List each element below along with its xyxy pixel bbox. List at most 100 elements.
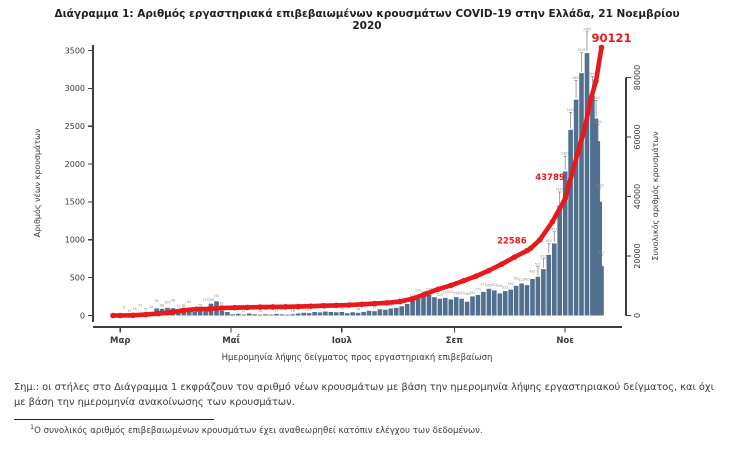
daily-cases-bar bbox=[568, 129, 573, 316]
daily-cases-bar bbox=[459, 298, 464, 316]
bar-value-label: 33 bbox=[138, 304, 142, 308]
daily-cases-bar bbox=[584, 53, 590, 316]
right-axis-tick-label: 0 bbox=[633, 313, 642, 318]
daily-cases-bar bbox=[552, 243, 557, 316]
daily-cases-bar bbox=[497, 293, 503, 316]
x-axis-tick-label: Ιουλ bbox=[332, 336, 353, 346]
bar-value-label: 102 bbox=[164, 300, 170, 304]
cumulative-line-marker bbox=[575, 149, 581, 156]
cumulative-line-marker bbox=[435, 286, 441, 293]
left-axis-tick-label: 2500 bbox=[65, 122, 85, 131]
cumulative-line-marker bbox=[511, 254, 518, 260]
bar-value-label: 232 bbox=[415, 288, 421, 292]
bar-value-label: 2452 bbox=[567, 108, 575, 112]
covid-cases-chart: 8101633354294881029672628248581121561876… bbox=[32, 27, 660, 363]
daily-cases-bar bbox=[470, 296, 475, 316]
daily-cases-bar bbox=[573, 99, 579, 316]
daily-cases-bar bbox=[388, 308, 394, 316]
daily-cases-bar bbox=[437, 298, 443, 316]
annotation-total-cases: 90121 bbox=[591, 31, 631, 45]
daily-cases-bar bbox=[481, 291, 486, 316]
right-axis-tick-label: 20000 bbox=[633, 243, 642, 268]
daily-cases-bar bbox=[279, 314, 285, 316]
bar-value-label: 3202 bbox=[577, 48, 585, 52]
bar-value-label: 402 bbox=[524, 278, 530, 282]
cumulative-line-marker bbox=[536, 237, 543, 243]
cumulative-line-marker bbox=[117, 312, 123, 319]
cumulative-line-marker bbox=[282, 304, 289, 310]
daily-cases-bar bbox=[579, 73, 584, 316]
bar-value-label: 222 bbox=[459, 291, 465, 295]
bar-value-label: 252 bbox=[469, 291, 475, 295]
daily-cases-bar bbox=[339, 312, 345, 316]
cumulative-line-marker bbox=[308, 303, 314, 310]
daily-cases-bar bbox=[361, 311, 366, 316]
cumulative-line-marker bbox=[460, 278, 467, 284]
x-axis-tick-label: Μαΐ bbox=[222, 334, 240, 346]
bar-value-label: 2902 bbox=[588, 72, 596, 76]
daily-cases-bar bbox=[404, 304, 410, 316]
daily-cases-bar bbox=[597, 201, 602, 316]
bar-value-label: 72 bbox=[176, 305, 180, 309]
bar-value-label: 332 bbox=[491, 283, 497, 287]
daily-cases-bar bbox=[317, 312, 323, 316]
bar-value-label: 2602 bbox=[592, 96, 600, 100]
daily-cases-bar bbox=[219, 310, 225, 316]
x-axis-tick-label: Μαρ bbox=[110, 336, 130, 346]
bar-value-label: 35 bbox=[144, 307, 148, 311]
cumulative-line-marker bbox=[527, 245, 534, 252]
bar-value-label: 12 bbox=[242, 309, 246, 313]
bar-value-label: 352 bbox=[486, 283, 492, 287]
bar-value-label: 62 bbox=[220, 301, 224, 305]
daily-cases-bar bbox=[323, 311, 328, 316]
daily-cases-bar bbox=[241, 314, 246, 316]
daily-cases-bar bbox=[334, 312, 339, 316]
x-axis-tick-label: Νοε bbox=[556, 336, 574, 346]
cumulative-line-marker bbox=[244, 304, 251, 311]
bar-value-label: 222 bbox=[437, 293, 443, 297]
bar-value-label: 212 bbox=[448, 290, 454, 294]
bar-value-label: 272 bbox=[426, 287, 432, 291]
cumulative-line-marker bbox=[371, 300, 378, 307]
daily-cases-bar bbox=[312, 312, 317, 316]
left-axis-tick-label: 0 bbox=[80, 311, 85, 320]
cumulative-line-marker bbox=[566, 182, 572, 188]
x-axis-title: Ημερομηνία λήψης δείγματος προς εργαστηρ… bbox=[222, 353, 493, 363]
bar-value-label: 16 bbox=[291, 309, 295, 313]
cumulative-line-marker bbox=[422, 291, 429, 297]
bar-value-label: 21 bbox=[274, 308, 278, 312]
cumulative-line-marker bbox=[587, 97, 594, 103]
daily-cases-bar bbox=[524, 285, 530, 316]
bar-value-label: 31 bbox=[345, 306, 349, 310]
cumulative-line-marker bbox=[206, 306, 212, 312]
bar-value-label: 272 bbox=[475, 287, 481, 291]
daily-cases-bar bbox=[181, 310, 187, 316]
bar-value-label: 31 bbox=[307, 308, 311, 312]
bar-value-label: 112 bbox=[203, 298, 209, 302]
annotation-milestone: 22586 bbox=[497, 236, 527, 246]
daily-cases-bar bbox=[410, 301, 415, 316]
chart-title: Διάγραμμα 1: Αριθμός εργαστηριακά επιβεβ… bbox=[54, 8, 680, 32]
daily-cases-bar bbox=[535, 276, 541, 316]
right-axis-tick-label: 80000 bbox=[633, 65, 642, 90]
cumulative-line-marker bbox=[498, 261, 505, 268]
left-axis-tick-label: 500 bbox=[70, 273, 85, 282]
bar-value-label: 232 bbox=[442, 290, 448, 294]
bar-value-label: 1902 bbox=[561, 152, 569, 156]
daily-cases-bar bbox=[562, 171, 568, 316]
right-axis-title: Συνολικός αριθμός κρουσμάτων bbox=[650, 131, 660, 261]
cumulative-line-marker bbox=[110, 312, 116, 319]
daily-cases-bar bbox=[590, 95, 595, 316]
x-axis-tick-label: Σεπ bbox=[446, 336, 464, 346]
left-axis-title: Αριθμός νέων κρουσμάτων bbox=[32, 128, 42, 237]
daily-cases-bar bbox=[453, 297, 459, 316]
daily-cases-bar bbox=[197, 311, 203, 316]
daily-cases-bar bbox=[186, 309, 192, 316]
cumulative-line-marker bbox=[257, 304, 263, 310]
daily-cases-bar bbox=[383, 309, 388, 316]
daily-cases-bar bbox=[263, 314, 268, 316]
daily-cases-bar bbox=[530, 279, 535, 316]
bar-value-label: 482 bbox=[529, 270, 535, 274]
cumulative-line-marker bbox=[486, 267, 492, 274]
